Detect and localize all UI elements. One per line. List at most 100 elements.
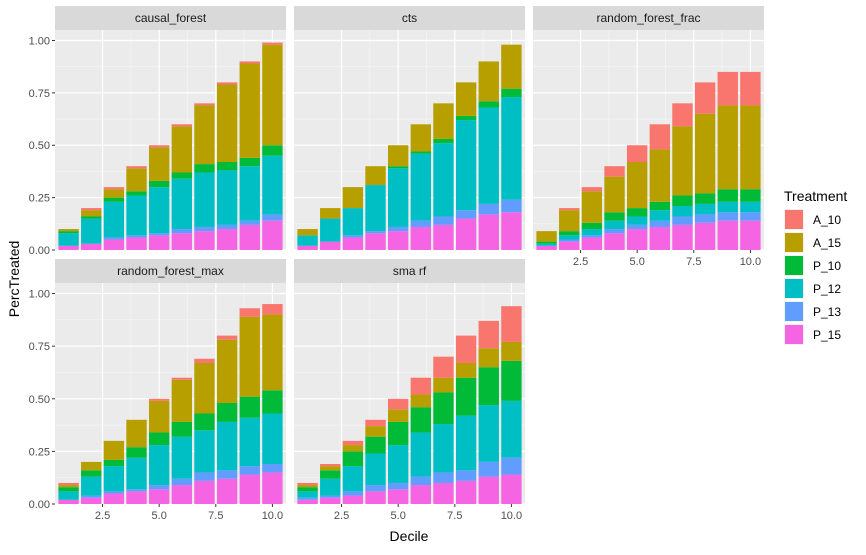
bar-segment-p-10 [433, 392, 454, 425]
bar-segment-a-15 [194, 362, 215, 414]
y-tick-label: 1.00 [29, 289, 50, 301]
bar-segment-p-13 [501, 199, 522, 213]
bar-segment-a-10 [148, 145, 170, 148]
bar-segment-p-12 [239, 166, 260, 221]
bar-segment-p-10 [148, 180, 170, 188]
bar-segment-p-12 [604, 220, 625, 230]
bar-segment-a-10 [717, 71, 738, 106]
bar-segment-a-10 [262, 304, 283, 315]
bar-segment-a-10 [194, 103, 215, 106]
bar-segment-p-15 [239, 224, 260, 250]
bar-segment-a-15 [365, 426, 386, 437]
bar-segment-a-10 [410, 377, 432, 395]
bar-segment-p-13 [433, 216, 454, 225]
legend-title: Treatment [784, 188, 847, 204]
bar-segment-a-10 [320, 464, 341, 467]
bar-segment-p-10 [410, 151, 432, 154]
bar-segment-p-15 [478, 476, 499, 504]
bar-segment-p-13 [342, 235, 364, 238]
legend-label: A_10 [813, 213, 841, 227]
bar-segment-p-13 [320, 495, 341, 498]
bar-segment-p-12 [672, 206, 693, 217]
bar-segment-a-10 [478, 320, 499, 349]
bar-segment-p-10 [58, 487, 79, 492]
bar-segment-p-12 [297, 491, 318, 498]
bar-segment-a-10 [81, 208, 102, 211]
bar-segment-p-10 [262, 390, 283, 414]
bar-segment-a-15 [171, 379, 193, 422]
bar-segment-p-10 [81, 216, 102, 219]
bar-segment-p-13 [717, 212, 738, 221]
bar-segment-a-10 [262, 42, 283, 45]
bar-segment-p-12 [536, 243, 557, 246]
bar-segment-p-15 [81, 243, 102, 250]
bar-segment-a-10 [455, 335, 477, 363]
bar-segment-a-15 [297, 485, 318, 488]
bar-segment-p-15 [740, 220, 761, 250]
bar-segment-p-10 [365, 436, 386, 454]
bar-segment-p-12 [410, 153, 432, 221]
bar-segment-a-15 [171, 126, 193, 173]
bar-segment-p-10 [740, 189, 761, 202]
bar-segment-p-15 [58, 499, 79, 504]
bar-segment-a-15 [410, 124, 432, 152]
bar-segment-a-10 [365, 419, 386, 427]
bar-segment-p-15 [239, 474, 260, 504]
bar-segment-a-15 [342, 187, 364, 209]
bar-segment-p-15 [433, 224, 454, 250]
bar-segment-p-13 [262, 214, 283, 221]
bar-segment-p-13 [194, 226, 215, 232]
bar-segment-a-15 [740, 105, 761, 190]
bar-segment-p-15 [171, 233, 193, 250]
bar-segment-p-15 [410, 485, 432, 504]
bar-segment-p-13 [410, 220, 432, 227]
bar-segment-p-15 [320, 241, 341, 250]
bar-segment-p-12 [649, 210, 671, 221]
bar-segment-p-13 [478, 203, 499, 215]
bar-segment-a-10 [126, 166, 147, 169]
bar-segment-p-10 [148, 432, 170, 446]
bar-segment-a-15 [478, 61, 499, 102]
bar-segment-a-10 [387, 398, 409, 410]
bar-segment-a-15 [320, 466, 341, 471]
y-tick-label: 0.50 [29, 394, 50, 406]
bar-segment-a-10 [559, 208, 580, 211]
facet-strip [294, 259, 525, 283]
bar-segment-a-10 [216, 335, 238, 340]
bar-segment-p-10 [342, 451, 364, 467]
bar-segment-p-10 [239, 157, 260, 167]
bar-segment-p-12 [342, 466, 364, 492]
bar-segment-p-13 [365, 231, 386, 234]
bar-segment-p-10 [262, 145, 283, 156]
facet-panel-causal_forest: causal_forest 0.00 0.25 0.50 0.75 1.00 [29, 6, 286, 257]
bar-segment-p-10 [478, 101, 499, 108]
bar-segment-a-15 [672, 126, 693, 196]
bar-segment-a-15 [342, 445, 364, 452]
bar-segment-a-15 [126, 419, 147, 448]
x-tick-label: 5.0 [152, 510, 167, 522]
bar-segment-p-13 [262, 464, 283, 473]
bar-segment-p-13 [148, 485, 170, 490]
bar-segment-p-10 [694, 193, 716, 204]
bar-segment-a-10 [694, 82, 716, 114]
bar-segment-p-12 [410, 432, 432, 477]
bar-segment-p-10 [626, 208, 648, 217]
bar-segment-a-15 [126, 168, 147, 192]
bar-segment-p-12 [58, 233, 79, 246]
bar-segment-a-15 [262, 44, 283, 146]
bar-segment-p-10 [58, 231, 79, 234]
bar-segment-p-12 [239, 417, 260, 467]
bar-segment-p-12 [581, 229, 603, 236]
bar-segment-p-15 [342, 237, 364, 250]
bar-segment-p-12 [365, 185, 386, 232]
bar-segment-p-12 [171, 178, 193, 230]
bar-segment-p-12 [740, 201, 761, 213]
bar-segment-p-13 [194, 472, 215, 481]
bar-segment-a-10 [103, 187, 125, 190]
bar-segment-a-15 [239, 63, 260, 158]
bar-segment-p-10 [455, 115, 477, 121]
bar-segment-p-12 [320, 478, 341, 496]
bar-segment-p-13 [387, 482, 409, 490]
bar-segment-a-15 [58, 229, 79, 232]
